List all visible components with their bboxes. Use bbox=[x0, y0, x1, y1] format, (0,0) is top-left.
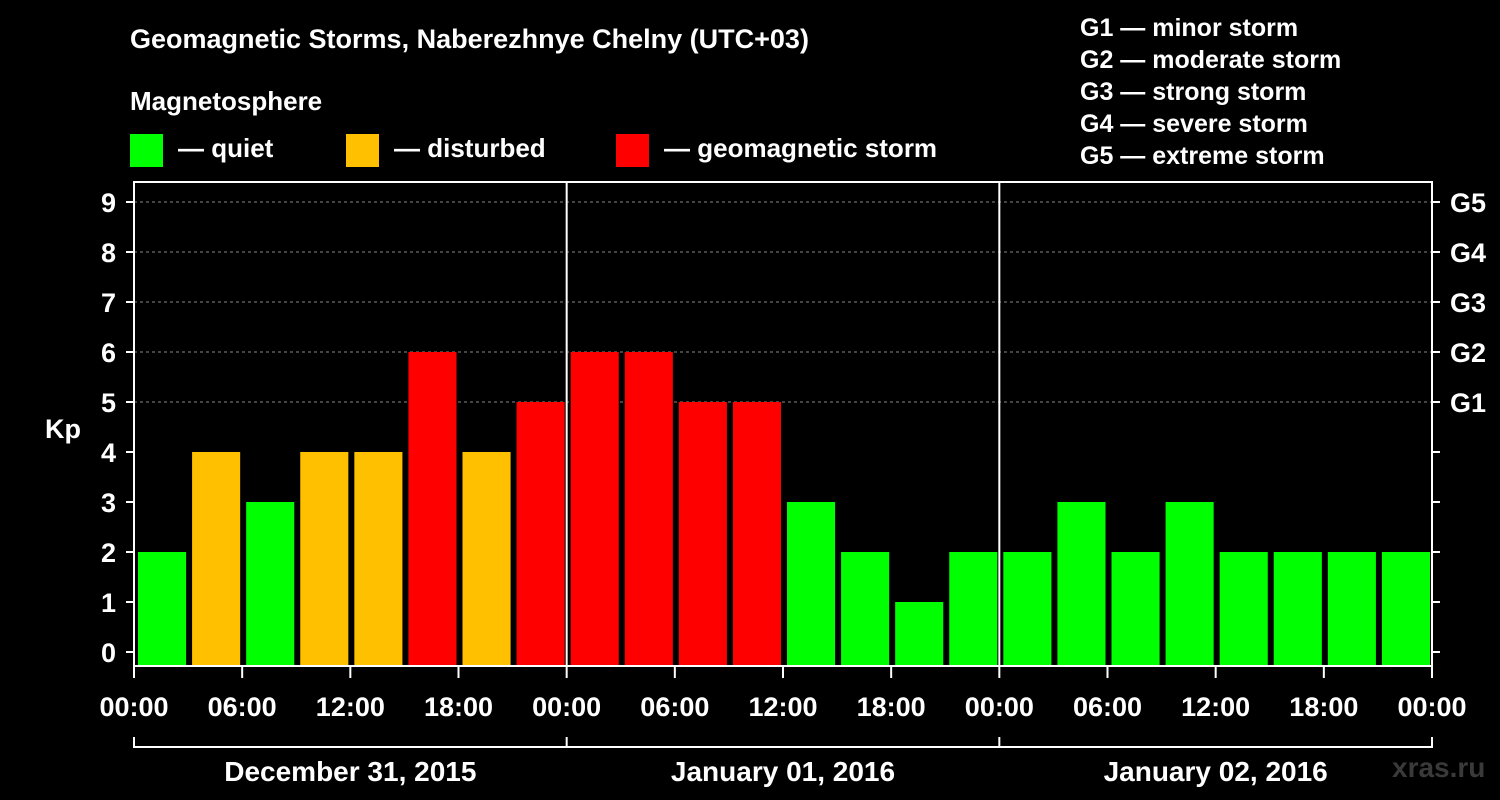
kp-bar bbox=[300, 452, 349, 666]
x-tick-label: 12:00 bbox=[748, 692, 817, 722]
disturbed-swatch bbox=[346, 134, 379, 167]
y-tick-label: 5 bbox=[101, 388, 116, 418]
g4-legend: G4 — severe storm bbox=[1080, 110, 1308, 138]
x-tick-label: 18:00 bbox=[1289, 692, 1358, 722]
y-tick-label: 0 bbox=[101, 638, 116, 668]
kp-bar bbox=[516, 402, 565, 666]
x-tick-label: 06:00 bbox=[208, 692, 277, 722]
g-level-label: G3 bbox=[1450, 288, 1486, 318]
g-level-label: G4 bbox=[1450, 238, 1486, 268]
kp-bar bbox=[408, 352, 457, 666]
x-tick-label: 12:00 bbox=[1181, 692, 1250, 722]
quiet-swatch bbox=[130, 134, 163, 167]
kp-bar bbox=[895, 602, 944, 666]
kp-bar bbox=[949, 552, 998, 666]
magnetosphere-heading: Magnetosphere bbox=[130, 86, 323, 116]
kp-bar bbox=[1003, 552, 1052, 666]
kp-bar bbox=[246, 502, 295, 666]
disturbed-legend-label: — disturbed bbox=[394, 133, 546, 163]
day-label: January 02, 2016 bbox=[1104, 756, 1328, 787]
kp-bar bbox=[678, 402, 727, 666]
kp-bar bbox=[1381, 552, 1430, 666]
watermark: xras.ru bbox=[1392, 752, 1486, 783]
chart-title: Geomagnetic Storms, Naberezhnye Chelny (… bbox=[130, 24, 809, 54]
y-tick-label: 7 bbox=[101, 288, 116, 318]
g-level-label: G5 bbox=[1450, 188, 1486, 218]
x-tick-label: 00:00 bbox=[965, 692, 1034, 722]
kp-bar bbox=[570, 352, 619, 666]
g5-legend: G5 — extreme storm bbox=[1080, 142, 1325, 170]
kp-bar bbox=[462, 452, 511, 666]
kp-bar bbox=[1111, 552, 1160, 666]
day-label: January 01, 2016 bbox=[671, 756, 895, 787]
g1-legend: G1 — minor storm bbox=[1080, 14, 1299, 42]
y-tick-label: 2 bbox=[101, 538, 116, 568]
g-level-label: G1 bbox=[1450, 388, 1486, 418]
g-level-label: G2 bbox=[1450, 338, 1486, 368]
kp-bar bbox=[1327, 552, 1376, 666]
kp-bar bbox=[138, 552, 187, 666]
y-tick-label: 9 bbox=[101, 188, 116, 218]
kp-bar bbox=[624, 352, 673, 666]
storm-legend-label: — geomagnetic storm bbox=[664, 133, 938, 163]
kp-bar bbox=[787, 502, 836, 666]
g2-legend: G2 — moderate storm bbox=[1080, 46, 1342, 74]
storm-swatch bbox=[616, 134, 649, 167]
g3-legend: G3 — strong storm bbox=[1080, 78, 1307, 106]
x-tick-label: 18:00 bbox=[857, 692, 926, 722]
y-tick-label: 1 bbox=[101, 588, 116, 618]
x-tick-label: 18:00 bbox=[424, 692, 493, 722]
x-tick-label: 00:00 bbox=[99, 692, 168, 722]
y-tick-label: 6 bbox=[101, 338, 116, 368]
kp-bar bbox=[1165, 502, 1214, 666]
x-tick-label: 00:00 bbox=[532, 692, 601, 722]
kp-bar bbox=[1273, 552, 1322, 666]
quiet-legend-label: — quiet bbox=[178, 133, 274, 163]
x-tick-label: 12:00 bbox=[316, 692, 385, 722]
y-tick-label: 3 bbox=[101, 488, 116, 518]
y-tick-label: 8 bbox=[101, 238, 116, 268]
kp-bar bbox=[192, 452, 241, 666]
y-axis-label: Kp bbox=[45, 414, 81, 444]
kp-bar bbox=[732, 402, 781, 666]
kp-bar bbox=[1057, 502, 1106, 666]
day-label: December 31, 2015 bbox=[224, 756, 476, 787]
x-tick-label: 06:00 bbox=[640, 692, 709, 722]
kp-bar bbox=[1219, 552, 1268, 666]
x-tick-label: 00:00 bbox=[1397, 692, 1466, 722]
x-tick-label: 06:00 bbox=[1073, 692, 1142, 722]
y-tick-label: 4 bbox=[101, 438, 116, 468]
kp-bar bbox=[354, 452, 403, 666]
kp-bar bbox=[841, 552, 890, 666]
